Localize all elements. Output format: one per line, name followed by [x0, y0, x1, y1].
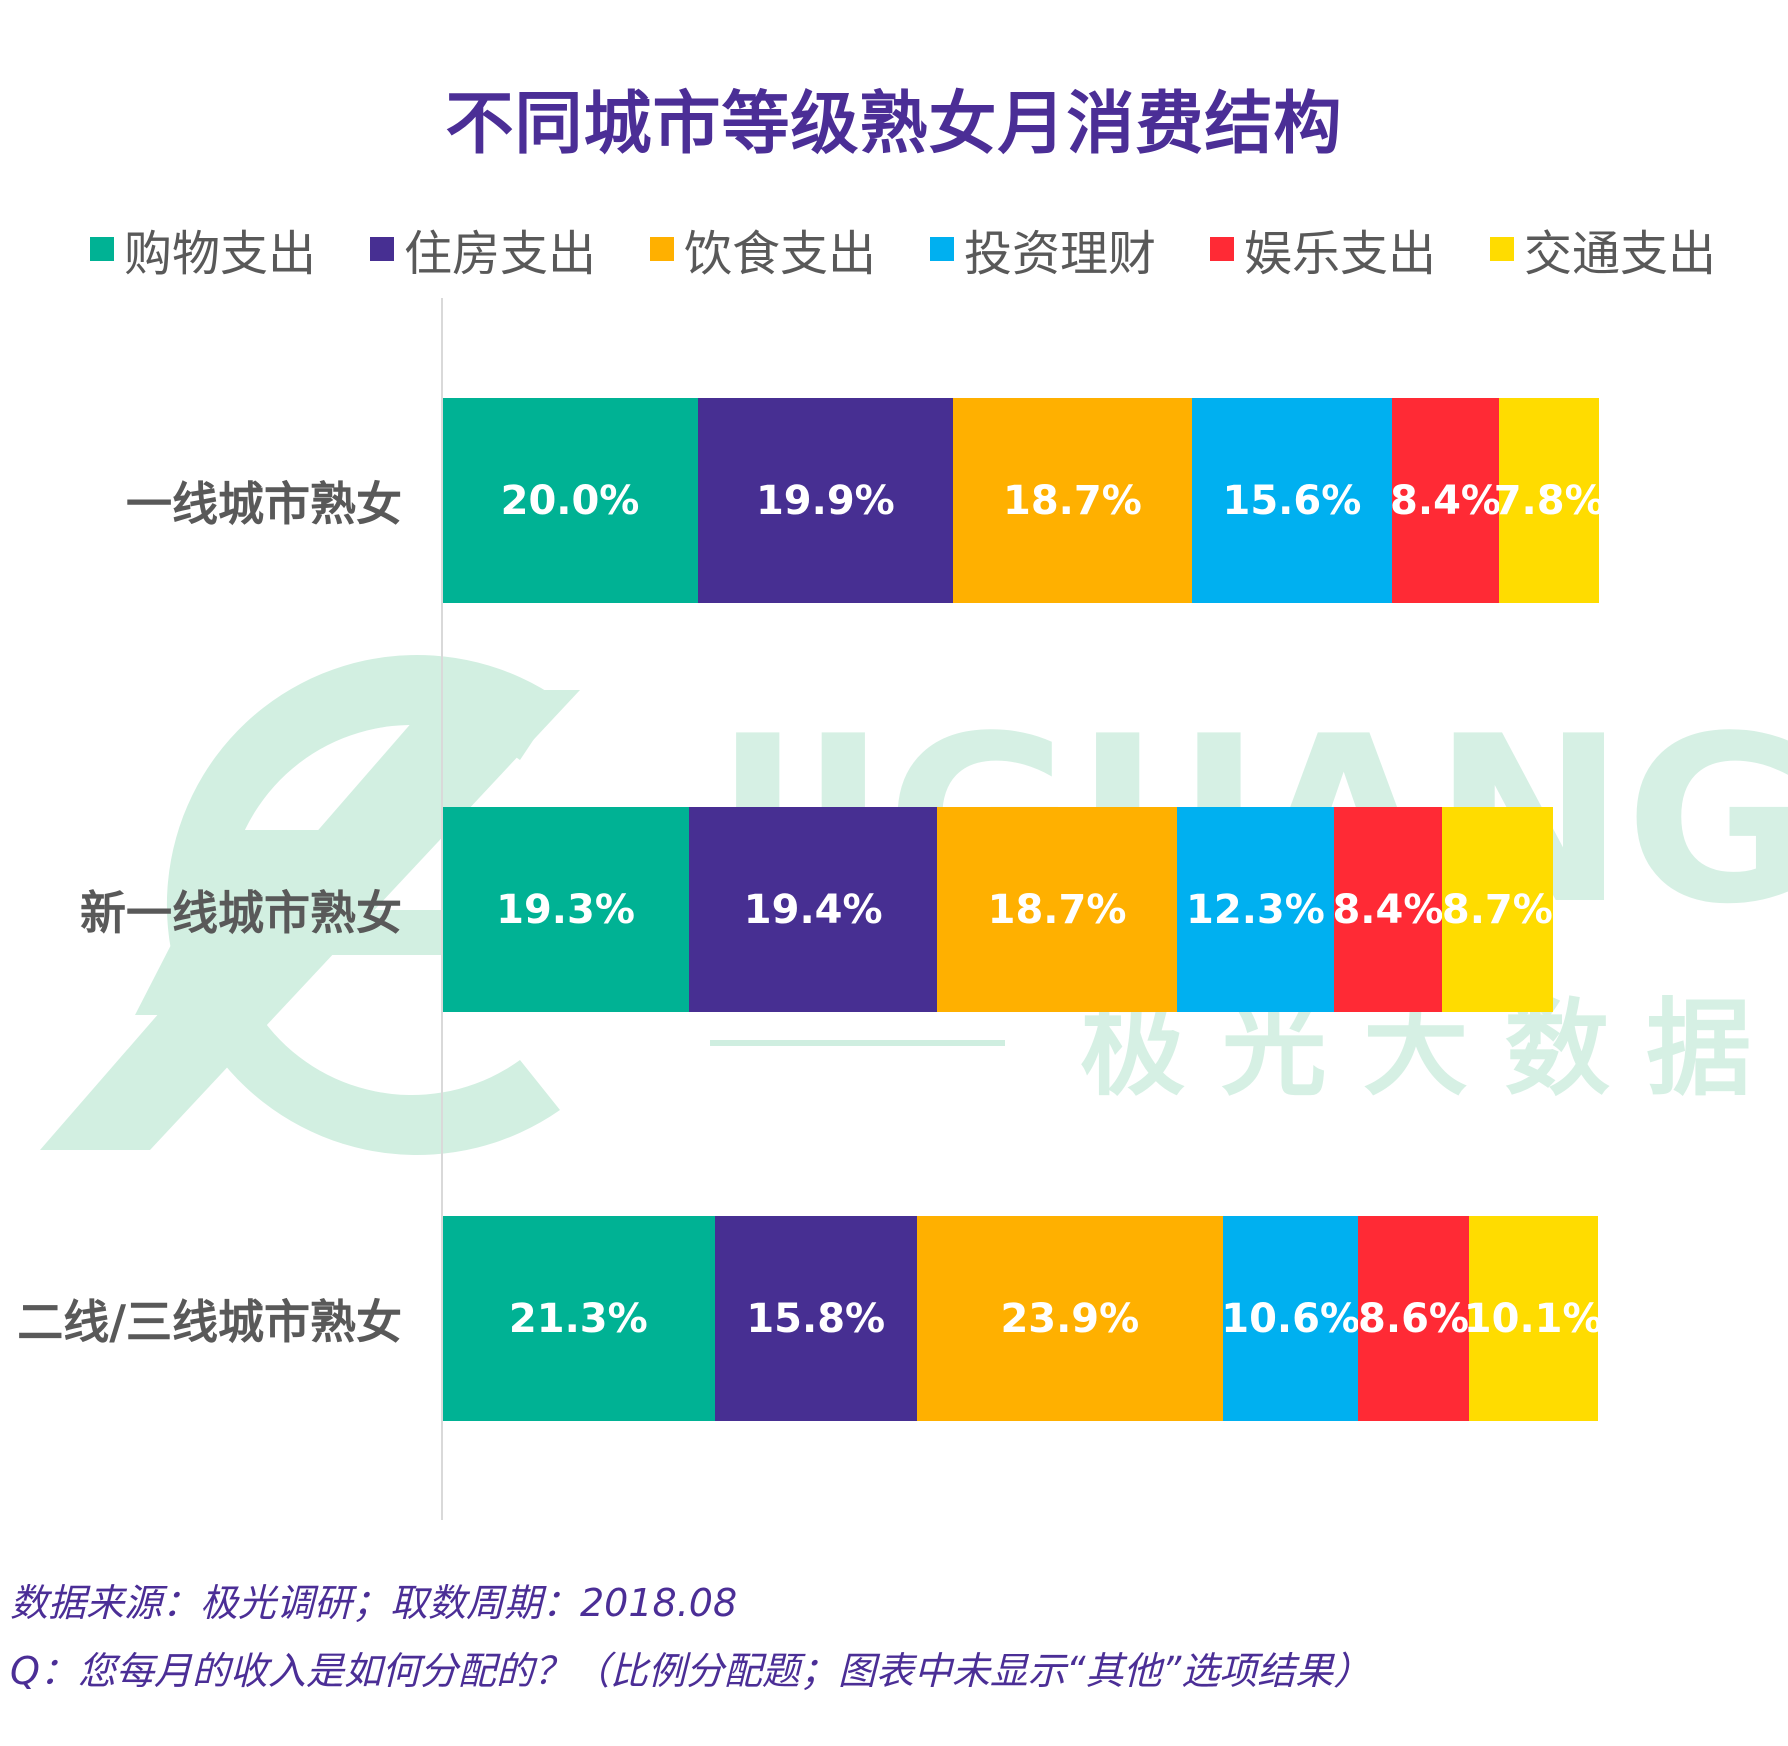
- legend-label-1: 购物支出: [124, 226, 317, 282]
- bar-segment-r1-s3: [952, 398, 1193, 603]
- bar-segment-r2-s1: [442, 807, 690, 1012]
- category-label-2: 新一线城市熟女: [80, 885, 402, 940]
- data-label-r1-s4: 15.6%: [1222, 477, 1362, 524]
- legend-item-4: 投资理财: [930, 214, 1156, 284]
- bar-segment-r1-s4: [1192, 398, 1392, 603]
- data-label-r1-s2: 19.9%: [755, 477, 895, 524]
- legend-label-2: 住房支出: [404, 226, 597, 282]
- data-label-r2-s3: 18.7%: [987, 886, 1127, 933]
- data-label-r1-s3: 18.7%: [1003, 477, 1142, 524]
- legend-item-6: 交通支出: [1490, 214, 1716, 284]
- data-label-r3-s2: 15.8%: [746, 1295, 886, 1342]
- legend-item-2: 住房支出: [370, 214, 596, 284]
- legend-swatch-3: [650, 237, 674, 261]
- category-label-3: 二线/三线城市熟女: [17, 1294, 402, 1349]
- data-label-r3-s3: 23.9%: [1000, 1295, 1140, 1342]
- bar-segment-r3-s1: [442, 1216, 715, 1421]
- legend-label-5: 娱乐支出: [1244, 226, 1437, 282]
- bar-segment-r3-s6: [1468, 1216, 1598, 1421]
- bar-segment-r3-s2: [714, 1216, 917, 1421]
- bar-segment-r3-s3: [916, 1216, 1223, 1421]
- legend-label-4: 投资理财: [964, 226, 1157, 282]
- bar-segment-r2-s4: [1176, 807, 1335, 1012]
- data-label-r3-s6: 10.1%: [1463, 1295, 1603, 1342]
- data-label-r2-s4: 12.3%: [1186, 886, 1325, 933]
- bar-segment-r3-s4: [1222, 1216, 1359, 1421]
- data-label-r3-s4: 10.6%: [1221, 1295, 1361, 1342]
- legend-item-5: 娱乐支出: [1210, 214, 1436, 284]
- legend-label-3: 饮食支出: [684, 226, 877, 282]
- bar-segment-r2-s6: [1441, 807, 1554, 1012]
- bar-segment-r3-s5: [1358, 1216, 1469, 1421]
- legend-item-1: 购物支出: [90, 214, 316, 284]
- source-note: 数据来源：极光调研；取数周期：2018.08: [10, 1581, 738, 1625]
- data-label-r2-s6: 8.7%: [1441, 886, 1553, 933]
- question-note: Q：您每月的收入是如何分配的？（比例分配题；图表中未显示“其他”选项结果）: [10, 1649, 1372, 1693]
- chart-title: 不同城市等级熟女月消费结构: [445, 85, 1343, 164]
- legend-swatch-5: [1210, 237, 1234, 261]
- bar-segment-r2-s3: [937, 807, 1177, 1012]
- data-label-r3-s1: 21.3%: [508, 1295, 648, 1342]
- bar-segment-r1-s5: [1391, 398, 1500, 603]
- data-label-r1-s6: 7.8%: [1493, 477, 1605, 524]
- bar-segment-r1-s1: [442, 398, 698, 603]
- data-label-r2-s1: 19.3%: [496, 886, 635, 933]
- bar-segment-r1-s6: [1499, 398, 1600, 603]
- data-label-r2-s2: 19.4%: [743, 886, 883, 933]
- legend-swatch-6: [1490, 237, 1514, 261]
- data-label-r2-s5: 8.4%: [1332, 886, 1444, 933]
- data-label-r1-s5: 8.4%: [1390, 477, 1501, 524]
- category-label-1: 一线城市熟女: [126, 476, 402, 531]
- legend: 购物支出 住房支出 饮食支出 投资理财 娱乐支出 交通支出: [90, 214, 1740, 282]
- category-axis-line: [441, 298, 443, 1520]
- legend-item-3: 饮食支出: [650, 214, 876, 284]
- bar-segment-r2-s2: [689, 807, 938, 1012]
- legend-swatch-1: [90, 237, 114, 261]
- legend-label-6: 交通支出: [1524, 226, 1717, 282]
- data-label-r3-s5: 8.6%: [1358, 1295, 1469, 1342]
- legend-swatch-2: [370, 237, 394, 261]
- legend-swatch-4: [930, 237, 954, 261]
- bar-segment-r1-s2: [698, 398, 953, 603]
- data-label-r1-s1: 20.0%: [500, 477, 640, 524]
- bar-segment-r2-s5: [1334, 807, 1442, 1012]
